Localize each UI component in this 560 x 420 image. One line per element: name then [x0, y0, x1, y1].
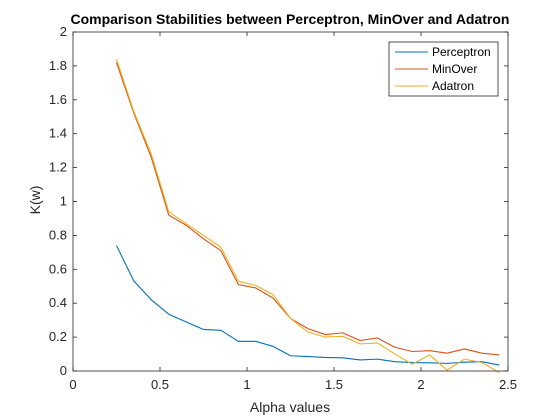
y-tick-label: 1.2 [49, 160, 67, 175]
x-tick-label: 0.5 [151, 377, 169, 392]
y-tick-label: 0.8 [49, 227, 67, 242]
x-tick-label: 2.5 [499, 377, 517, 392]
y-tick-label: 1.4 [49, 126, 67, 141]
y-tick-label: 2 [60, 24, 67, 39]
y-tick-label: 1.6 [49, 92, 67, 107]
series-line-perceptron [116, 245, 500, 366]
x-axis-title: Alpha values [250, 399, 330, 415]
x-tick-label: 1.5 [325, 377, 343, 392]
y-tick-label: 0.2 [49, 329, 67, 344]
legend-items: Perceptron MinOver Adatron [395, 45, 491, 93]
y-tick-label: 0 [60, 363, 67, 378]
plot-frame [72, 31, 509, 372]
x-tick-label: 2 [417, 377, 424, 392]
series-line-minover [115, 62, 500, 356]
x-tick-label: 1 [243, 377, 250, 392]
legend-label-minover: MinOver [432, 62, 477, 76]
series-layer [115, 58, 500, 374]
chart-title: Comparison Stabilities between Perceptro… [70, 11, 509, 27]
y-tick-label: 1.8 [49, 58, 67, 73]
series-line-adatron [115, 58, 500, 374]
y-axis-title: K(w) [27, 186, 43, 215]
x-tick-label: 0 [69, 377, 76, 392]
y-tick-labels: 0 0.2 0.4 0.6 0.8 1 1.2 1.4 1.6 1.8 2 [49, 24, 67, 378]
legend-label-adatron: Adatron [432, 79, 474, 93]
y-tick-label: 1 [60, 194, 67, 209]
y-tick-label: 0.4 [49, 295, 67, 310]
x-tick-labels: 0 0.5 1 1.5 2 2.5 [69, 377, 517, 392]
y-tick-label: 0.6 [49, 261, 67, 276]
legend-label-perceptron: Perceptron [432, 45, 491, 59]
legend: Perceptron MinOver Adatron [388, 41, 499, 97]
